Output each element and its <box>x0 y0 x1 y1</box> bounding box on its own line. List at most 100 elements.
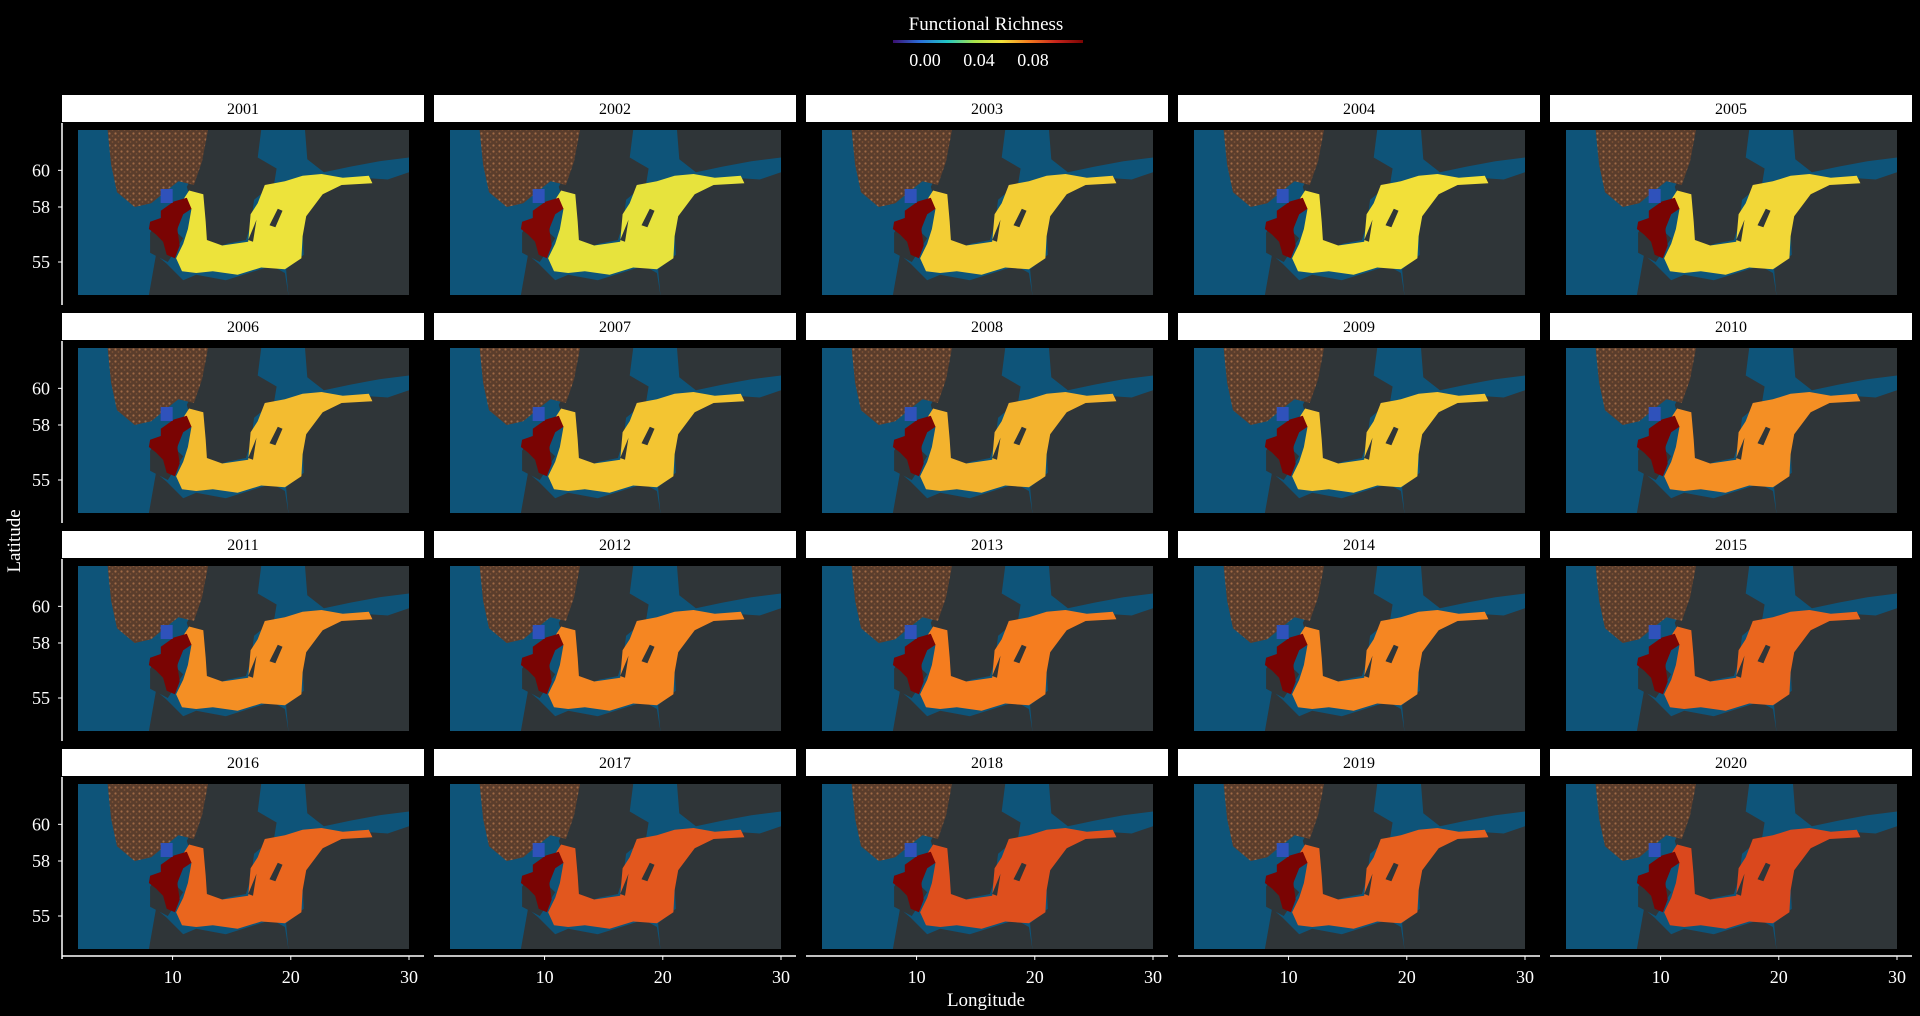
facet-label: 2008 <box>971 319 1003 336</box>
facet-panel-2020: 2020 <box>1550 749 1912 949</box>
land-area <box>1049 784 1153 827</box>
land-area <box>1636 254 1777 295</box>
land-highland <box>1223 784 1324 861</box>
island <box>1757 644 1771 664</box>
land-area <box>1674 784 1765 905</box>
land-highland <box>1595 348 1696 425</box>
richness-field-west <box>520 197 564 259</box>
richness-field-west <box>520 851 564 913</box>
land-highland <box>107 130 208 207</box>
land-area <box>658 172 781 295</box>
land-highland <box>107 566 208 643</box>
land-area <box>1636 908 1777 949</box>
land-area <box>1302 130 1393 251</box>
richness-low-spot <box>160 625 173 639</box>
richness-low-spot <box>532 843 545 857</box>
x-tick-label: 30 <box>400 967 418 987</box>
facet-panel-2014: 2014 <box>1178 531 1540 731</box>
island <box>1385 208 1399 228</box>
island <box>1013 644 1027 664</box>
land-area <box>1636 690 1777 731</box>
facet-panel-2013: 2013 <box>806 531 1168 731</box>
facet-panel-2001: 2001 <box>62 95 424 295</box>
land-area <box>1264 908 1405 949</box>
land-area <box>1793 784 1897 827</box>
x-axis-col-2: 10 20 30 <box>434 955 796 987</box>
richness-field-west <box>520 415 564 477</box>
facet-label: 2006 <box>227 319 259 336</box>
land-area <box>305 348 409 391</box>
y-tick-label: 60 <box>32 814 50 834</box>
land-area <box>1674 348 1765 469</box>
y-tick-label: 58 <box>32 633 50 653</box>
richness-field-west <box>1636 197 1680 259</box>
facet-panel-2004: 2004 <box>1178 95 1540 295</box>
land-area <box>1421 130 1525 173</box>
facet-panel-2010: 2010 <box>1550 313 1912 513</box>
island <box>269 644 283 664</box>
richness-field-west <box>892 415 936 477</box>
facet-strip <box>62 531 424 558</box>
richness-low-spot <box>1648 407 1661 421</box>
richness-field-west <box>1264 415 1308 477</box>
land-area <box>1421 784 1525 827</box>
facet-strip <box>1178 95 1540 122</box>
richness-field-west <box>148 633 192 695</box>
facet-panel-2002: 2002 <box>434 95 796 295</box>
facet-strip <box>1178 531 1540 558</box>
facet-label: 2005 <box>1715 101 1747 118</box>
x-tick-label: 30 <box>1144 967 1162 987</box>
land-area <box>1264 254 1405 295</box>
land-highland <box>851 130 952 207</box>
land-area <box>1030 172 1153 295</box>
facet-strip <box>1178 313 1540 340</box>
richness-low-spot <box>1648 843 1661 857</box>
land-highland <box>851 348 952 425</box>
x-tick-label: 20 <box>654 967 672 987</box>
facet-label: 2001 <box>227 101 259 118</box>
land-highland <box>1223 130 1324 207</box>
facet-label: 2017 <box>599 755 631 772</box>
richness-field-west <box>892 851 936 913</box>
land-highland <box>479 566 580 643</box>
land-area <box>658 826 781 949</box>
facet-label: 2004 <box>1343 101 1375 118</box>
island <box>620 873 629 896</box>
land-area <box>1049 348 1153 391</box>
land-area <box>286 608 409 731</box>
legend-tick-label: 0.00 <box>909 50 941 70</box>
land-area <box>1636 472 1777 513</box>
x-tick-label: 10 <box>536 967 554 987</box>
land-area <box>658 390 781 513</box>
land-area <box>1264 472 1405 513</box>
y-axis-row-4: 55 58 60 <box>32 777 63 959</box>
facet-label: 2002 <box>599 101 631 118</box>
land-area <box>1264 690 1405 731</box>
y-tick-label: 60 <box>32 378 50 398</box>
land-area <box>892 254 1033 295</box>
land-area <box>186 566 277 687</box>
facet-strip <box>434 531 796 558</box>
land-area <box>677 784 781 827</box>
x-tick-label: 10 <box>1652 967 1670 987</box>
y-tick-label: 58 <box>32 415 50 435</box>
land-area <box>1774 172 1897 295</box>
facet-strip <box>62 749 424 776</box>
island <box>620 219 629 242</box>
richness-low-spot <box>532 625 545 639</box>
land-area <box>1302 348 1393 469</box>
x-axis-col-3: 10 20 30 <box>806 955 1168 987</box>
land-area <box>520 254 661 295</box>
land-area <box>286 826 409 949</box>
x-axis-title: Longitude <box>947 990 1025 1011</box>
island <box>1364 873 1373 896</box>
richness-low-spot <box>904 625 917 639</box>
y-axis-title: Latitude <box>4 509 25 572</box>
land-highland <box>479 348 580 425</box>
richness-field-west <box>892 197 936 259</box>
land-area <box>892 690 1033 731</box>
land-area <box>930 348 1021 469</box>
richness-field-west <box>148 197 192 259</box>
richness-low-spot <box>160 843 173 857</box>
facet-strip <box>806 749 1168 776</box>
